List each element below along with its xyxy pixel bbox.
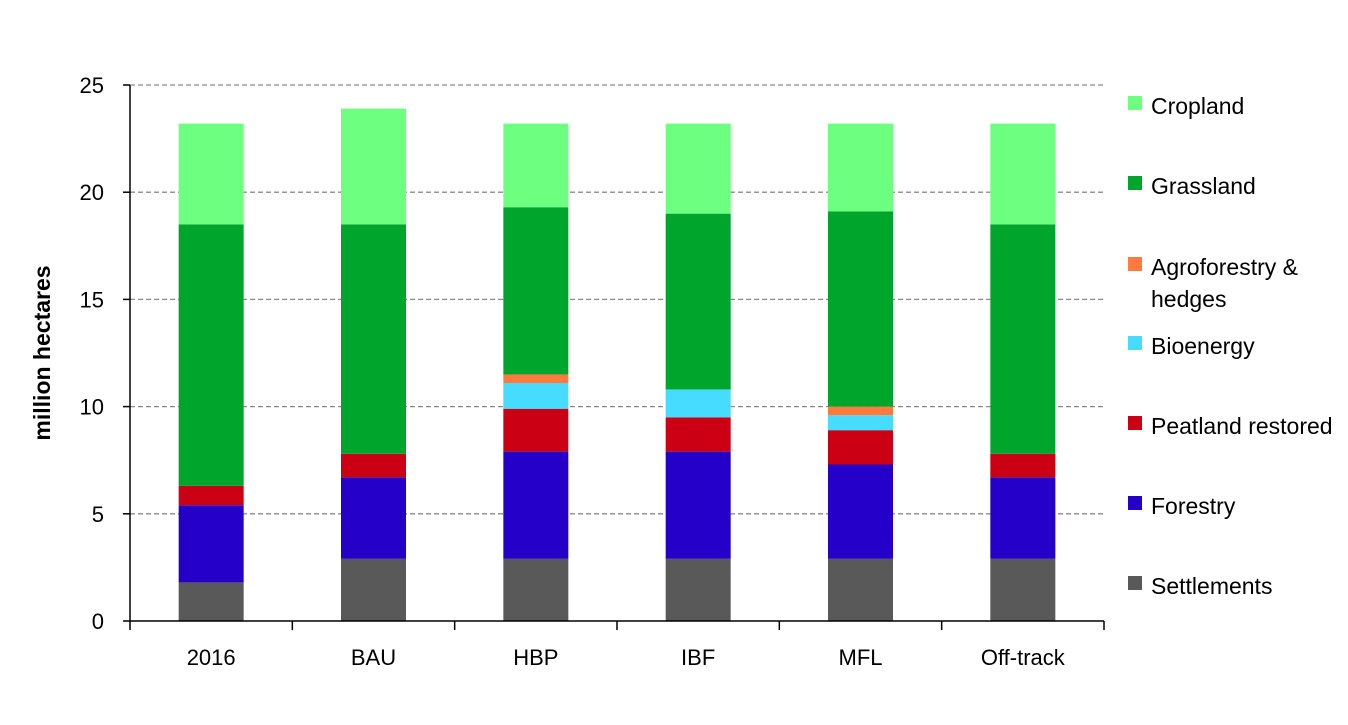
- bar-segment-settlements: [828, 558, 893, 621]
- legend-label: Grassland: [1151, 173, 1256, 199]
- legend-item: Forestry: [1128, 490, 1336, 522]
- x-tick-label: BAU: [351, 645, 396, 670]
- legend-label: Agroforestry & hedges: [1151, 254, 1298, 312]
- x-tick-label: IBF: [681, 645, 715, 670]
- bar-segment-cropland: [341, 108, 406, 225]
- legend-label: Forestry: [1151, 493, 1236, 519]
- bar-segment-bioenergy: [503, 383, 569, 409]
- y-tick-label: 0: [92, 609, 104, 634]
- bar-segment-forestry: [990, 477, 1056, 559]
- gridlines: [130, 84, 1104, 515]
- bar-segment-peatland-restored: [503, 408, 569, 452]
- y-tick-label: 10: [80, 395, 104, 420]
- legend-item: Settlements: [1128, 570, 1336, 602]
- legend-item: Grassland: [1128, 170, 1336, 202]
- bar-segment-peatland-restored: [828, 430, 893, 465]
- legend-swatch: [1128, 336, 1142, 350]
- bar-segment-bioenergy: [828, 415, 893, 431]
- bar-segment-settlements: [178, 582, 244, 621]
- bar-segment-grassland: [341, 224, 406, 454]
- legend-item: Cropland: [1128, 90, 1336, 122]
- legend-item: Agroforestry & hedges: [1128, 251, 1336, 315]
- legend-swatch: [1128, 176, 1142, 190]
- legend-swatch: [1128, 257, 1142, 271]
- bar-segment-forestry: [341, 477, 406, 559]
- y-tick-label: 15: [80, 287, 104, 312]
- bar-segment-peatland-restored: [665, 417, 731, 452]
- bar-segment-peatland-restored: [178, 485, 244, 506]
- legend-label: Bioenergy: [1151, 333, 1255, 359]
- bar-segment-agroforestry-hedges: [503, 374, 569, 384]
- bar-segment-settlements: [665, 558, 731, 621]
- bar-segment-forestry: [665, 451, 731, 559]
- axes: [123, 84, 1105, 630]
- bar-segment-grassland: [828, 211, 893, 407]
- bars: [178, 108, 1056, 621]
- legend-label: Settlements: [1151, 573, 1273, 599]
- bar-segment-forestry: [503, 451, 569, 559]
- legend-swatch: [1128, 416, 1142, 430]
- x-tick-label: Off-track: [981, 645, 1066, 670]
- bar-segment-agroforestry-hedges: [828, 406, 893, 416]
- bar-segment-grassland: [503, 207, 569, 375]
- bar-segment-bioenergy: [665, 389, 731, 418]
- bar-segment-grassland: [665, 213, 731, 390]
- legend-item: Bioenergy: [1128, 330, 1336, 362]
- bar-segment-cropland: [503, 123, 569, 208]
- x-tick-label: 2016: [187, 645, 236, 670]
- bar-segment-forestry: [828, 464, 893, 559]
- y-tick-label: 5: [92, 502, 104, 527]
- bar-segment-grassland: [990, 224, 1056, 454]
- legend-swatch: [1128, 576, 1142, 590]
- bar-segment-cropland: [665, 123, 731, 214]
- bar-segment-grassland: [178, 224, 244, 486]
- legend-label: Cropland: [1151, 93, 1245, 119]
- bar-segment-cropland: [178, 123, 244, 225]
- bar-segment-peatland-restored: [341, 453, 406, 478]
- bar-segment-settlements: [990, 558, 1056, 621]
- bar-segment-settlements: [503, 558, 569, 621]
- x-tick-label: MFL: [839, 645, 883, 670]
- y-tick-labels: 0 5 10 15 20 25: [80, 73, 104, 634]
- legend-label: Peatland restored: [1151, 413, 1333, 439]
- bar-segment-settlements: [341, 558, 406, 621]
- y-tick-label: 25: [80, 73, 104, 98]
- y-tick-label: 20: [80, 180, 104, 205]
- x-tick-labels: 2016 BAU HBP IBF MFL Off-track: [187, 645, 1066, 670]
- bar-segment-peatland-restored: [990, 453, 1056, 478]
- bar-segment-forestry: [178, 505, 244, 583]
- x-tick-label: HBP: [513, 645, 558, 670]
- bar-segment-cropland: [990, 123, 1056, 225]
- bar-segment-cropland: [828, 123, 893, 212]
- legend-item: Peatland restored: [1128, 410, 1336, 442]
- legend-swatch: [1128, 496, 1142, 510]
- y-axis-title: million hectares: [29, 265, 55, 440]
- legend-swatch: [1128, 96, 1142, 110]
